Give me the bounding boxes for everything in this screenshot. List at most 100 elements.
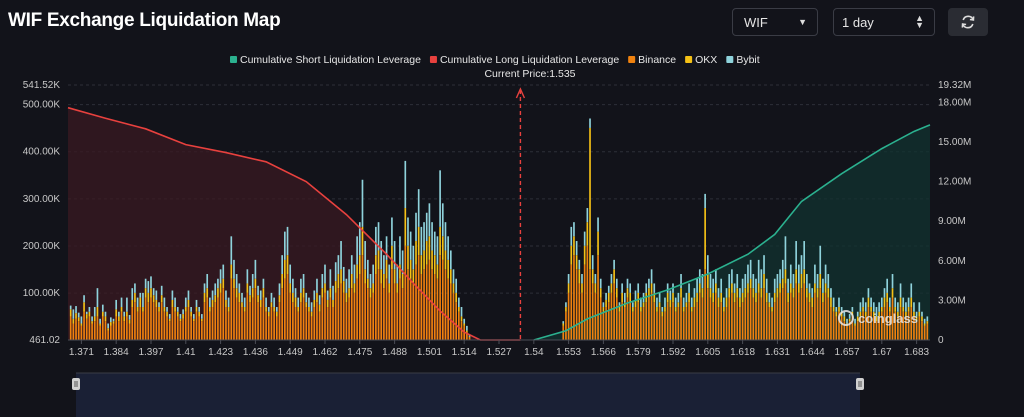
bar-binance [219, 292, 222, 340]
bar-bybit [634, 290, 637, 300]
bar-okx [562, 323, 565, 326]
bar-bybit [851, 307, 854, 312]
bar-binance [361, 255, 364, 340]
bar-bybit [653, 283, 656, 293]
bar-okx [281, 274, 283, 289]
bar-bybit [771, 297, 773, 308]
bar-bybit [425, 212, 428, 242]
range-select[interactable]: 1 day ▲ ▼ [833, 8, 935, 36]
bar-bybit [650, 269, 653, 284]
bar-binance [656, 311, 658, 340]
bar-okx [222, 278, 225, 289]
bar-binance [420, 274, 423, 340]
bar-okx [685, 302, 688, 308]
bar-okx [640, 307, 642, 312]
bar-bybit [120, 297, 123, 308]
bar-okx [377, 250, 380, 270]
bar-binance [744, 297, 747, 340]
bar-bybit [859, 302, 862, 312]
bar-bybit [80, 316, 83, 324]
bar-bybit [728, 274, 731, 289]
bar-okx [230, 264, 233, 279]
bar-binance [166, 316, 168, 340]
bar-binance [286, 274, 289, 340]
bar-binance [814, 292, 816, 340]
bar-binance [227, 311, 230, 340]
up-down-icon: ▲ ▼ [915, 13, 924, 30]
y-left-tick: 541.52K [23, 80, 61, 91]
bar-bybit [640, 297, 642, 308]
bar-okx [565, 307, 567, 312]
bar-okx [235, 288, 238, 298]
refresh-button[interactable] [948, 8, 988, 36]
bar-okx [632, 307, 634, 312]
legend-label: Bybit [736, 54, 759, 66]
bar-binance [241, 307, 243, 340]
bar-okx [348, 288, 350, 298]
bar-okx [99, 323, 101, 326]
bar-binance [747, 292, 749, 340]
bar-bybit [77, 312, 80, 318]
bar-binance [393, 283, 396, 340]
bar-bybit [918, 302, 921, 312]
bar-bybit [819, 245, 822, 275]
bar-binance [715, 292, 717, 340]
bar-okx [891, 288, 894, 298]
bar-okx [747, 283, 749, 293]
bar-binance [262, 297, 265, 340]
bar-bybit [128, 315, 131, 320]
bar-okx [466, 330, 468, 333]
bar-bybit [350, 255, 353, 275]
bar-okx [926, 321, 929, 324]
bar-okx [75, 313, 77, 319]
bar-okx [155, 299, 158, 308]
bar-binance [155, 307, 158, 340]
bar-okx [152, 295, 155, 303]
bar-binance [439, 255, 441, 340]
bar-bybit [353, 264, 356, 284]
bar-binance [862, 311, 864, 340]
y-left-tick: 461.02 [29, 335, 60, 346]
bar-binance [310, 316, 313, 340]
bar-okx [720, 292, 723, 303]
bar-bybit [800, 255, 803, 275]
legend-swatch [429, 56, 437, 63]
bar-bybit [219, 269, 222, 284]
bar-binance [123, 321, 126, 340]
bar-bybit [166, 307, 168, 312]
bar-okx [835, 311, 838, 317]
x-tick-label: 1.475 [347, 347, 372, 358]
bar-okx [602, 307, 605, 312]
bar-okx [838, 307, 840, 312]
bar-bybit [377, 222, 380, 251]
bar-binance [366, 288, 369, 340]
bar-bybit [257, 285, 259, 296]
bar-okx [672, 292, 674, 303]
bar-okx [661, 311, 664, 317]
zoom-window [76, 373, 860, 417]
bar-bybit [693, 288, 696, 298]
bar-okx [840, 311, 843, 317]
bar-bybit [720, 278, 723, 293]
x-tick-label: 1.384 [104, 347, 129, 358]
bar-binance [369, 297, 372, 340]
bar-okx [854, 323, 856, 326]
bar-okx [765, 292, 768, 303]
bar-bybit [198, 307, 201, 312]
bar-okx [894, 307, 897, 312]
bar-bybit [565, 302, 567, 308]
bar-bybit [466, 325, 468, 331]
bar-okx [731, 283, 733, 293]
bar-bybit [115, 299, 118, 310]
bar-binance [364, 283, 366, 340]
bar-okx [329, 288, 332, 298]
bar-binance [265, 311, 267, 340]
bar-bybit [816, 274, 819, 289]
bar-binance [91, 323, 93, 340]
bar-bybit [182, 309, 184, 315]
zoom-bar[interactable] [72, 372, 864, 417]
bar-binance [586, 245, 589, 340]
bar-binance [859, 316, 862, 340]
bar-bybit [613, 259, 615, 270]
coin-select[interactable]: WIF ▼ [732, 8, 818, 36]
